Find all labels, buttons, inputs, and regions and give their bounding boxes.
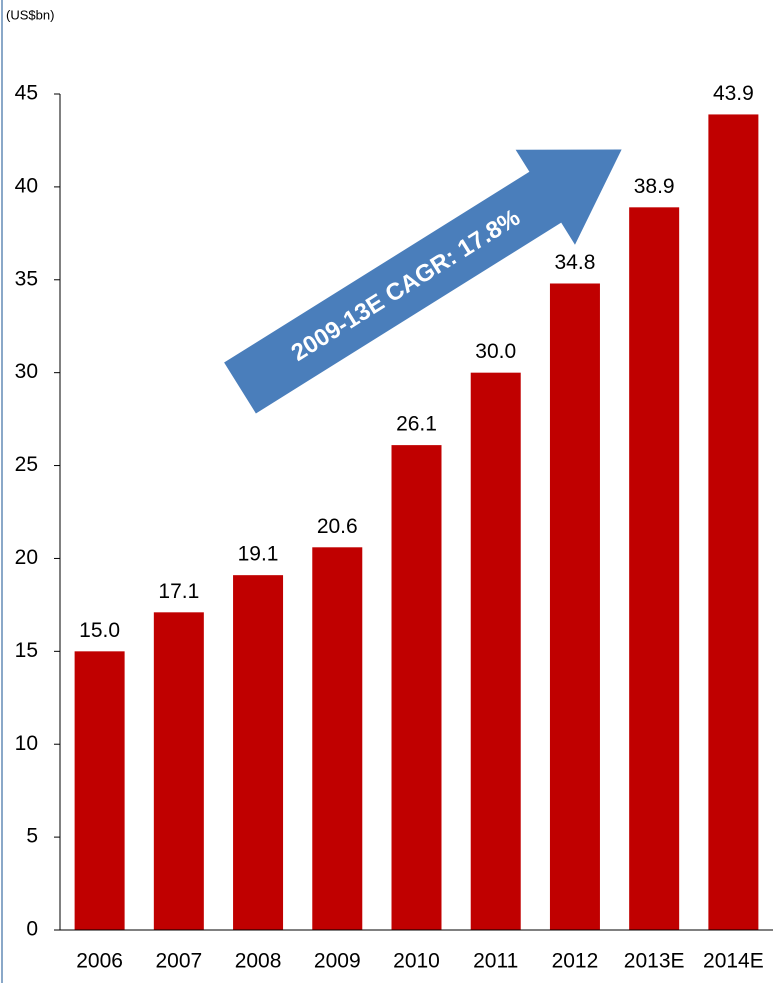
chart-title: (US$bn) [6, 7, 54, 22]
x-tick-label: 2014E [703, 950, 764, 973]
x-tick-label: 2010 [393, 950, 440, 973]
bar [233, 575, 284, 930]
y-tick-label: 15 [15, 639, 38, 662]
bar [153, 612, 204, 930]
bar [391, 445, 442, 930]
y-tick-label: 20 [15, 546, 38, 569]
bar [629, 207, 680, 930]
bar [708, 114, 759, 931]
data-label: 43.9 [713, 82, 754, 105]
y-tick-label: 45 [15, 82, 38, 105]
data-label: 34.8 [555, 251, 596, 274]
data-label: 15.0 [79, 619, 120, 642]
plot-area: 0 5 10 15 20 25 30 35 40 45 2006 15.0 2007 17.1 2008 19… [15, 82, 773, 973]
arrow-shape [224, 149, 622, 414]
x-tick-label: 2008 [235, 950, 282, 973]
data-label: 26.1 [396, 413, 437, 436]
data-label: 38.9 [634, 175, 675, 198]
y-tick-label: 5 [26, 825, 38, 848]
y-tick-label: 30 [15, 360, 38, 383]
bar [470, 372, 521, 931]
y-tick-label: 10 [15, 732, 38, 755]
x-tick-label: 2011 [473, 950, 518, 973]
y-tick-label: 35 [15, 267, 38, 290]
x-tick-label: 2009 [314, 950, 361, 973]
y-tick-label: 0 [26, 918, 38, 941]
x-tick-label: 2006 [76, 950, 123, 973]
data-label: 20.6 [317, 515, 358, 538]
y-tick-label: 40 [15, 174, 38, 197]
y-tick-label: 25 [15, 453, 38, 476]
data-label: 17.1 [158, 580, 199, 603]
x-tick-label: 2013E [624, 950, 685, 973]
bar [312, 547, 363, 930]
x-tick-label: 2007 [155, 950, 202, 973]
bar [74, 651, 125, 930]
x-tick-label: 2012 [552, 950, 599, 973]
bar [549, 283, 600, 930]
data-label: 30.0 [475, 340, 516, 363]
data-label: 19.1 [238, 543, 279, 566]
